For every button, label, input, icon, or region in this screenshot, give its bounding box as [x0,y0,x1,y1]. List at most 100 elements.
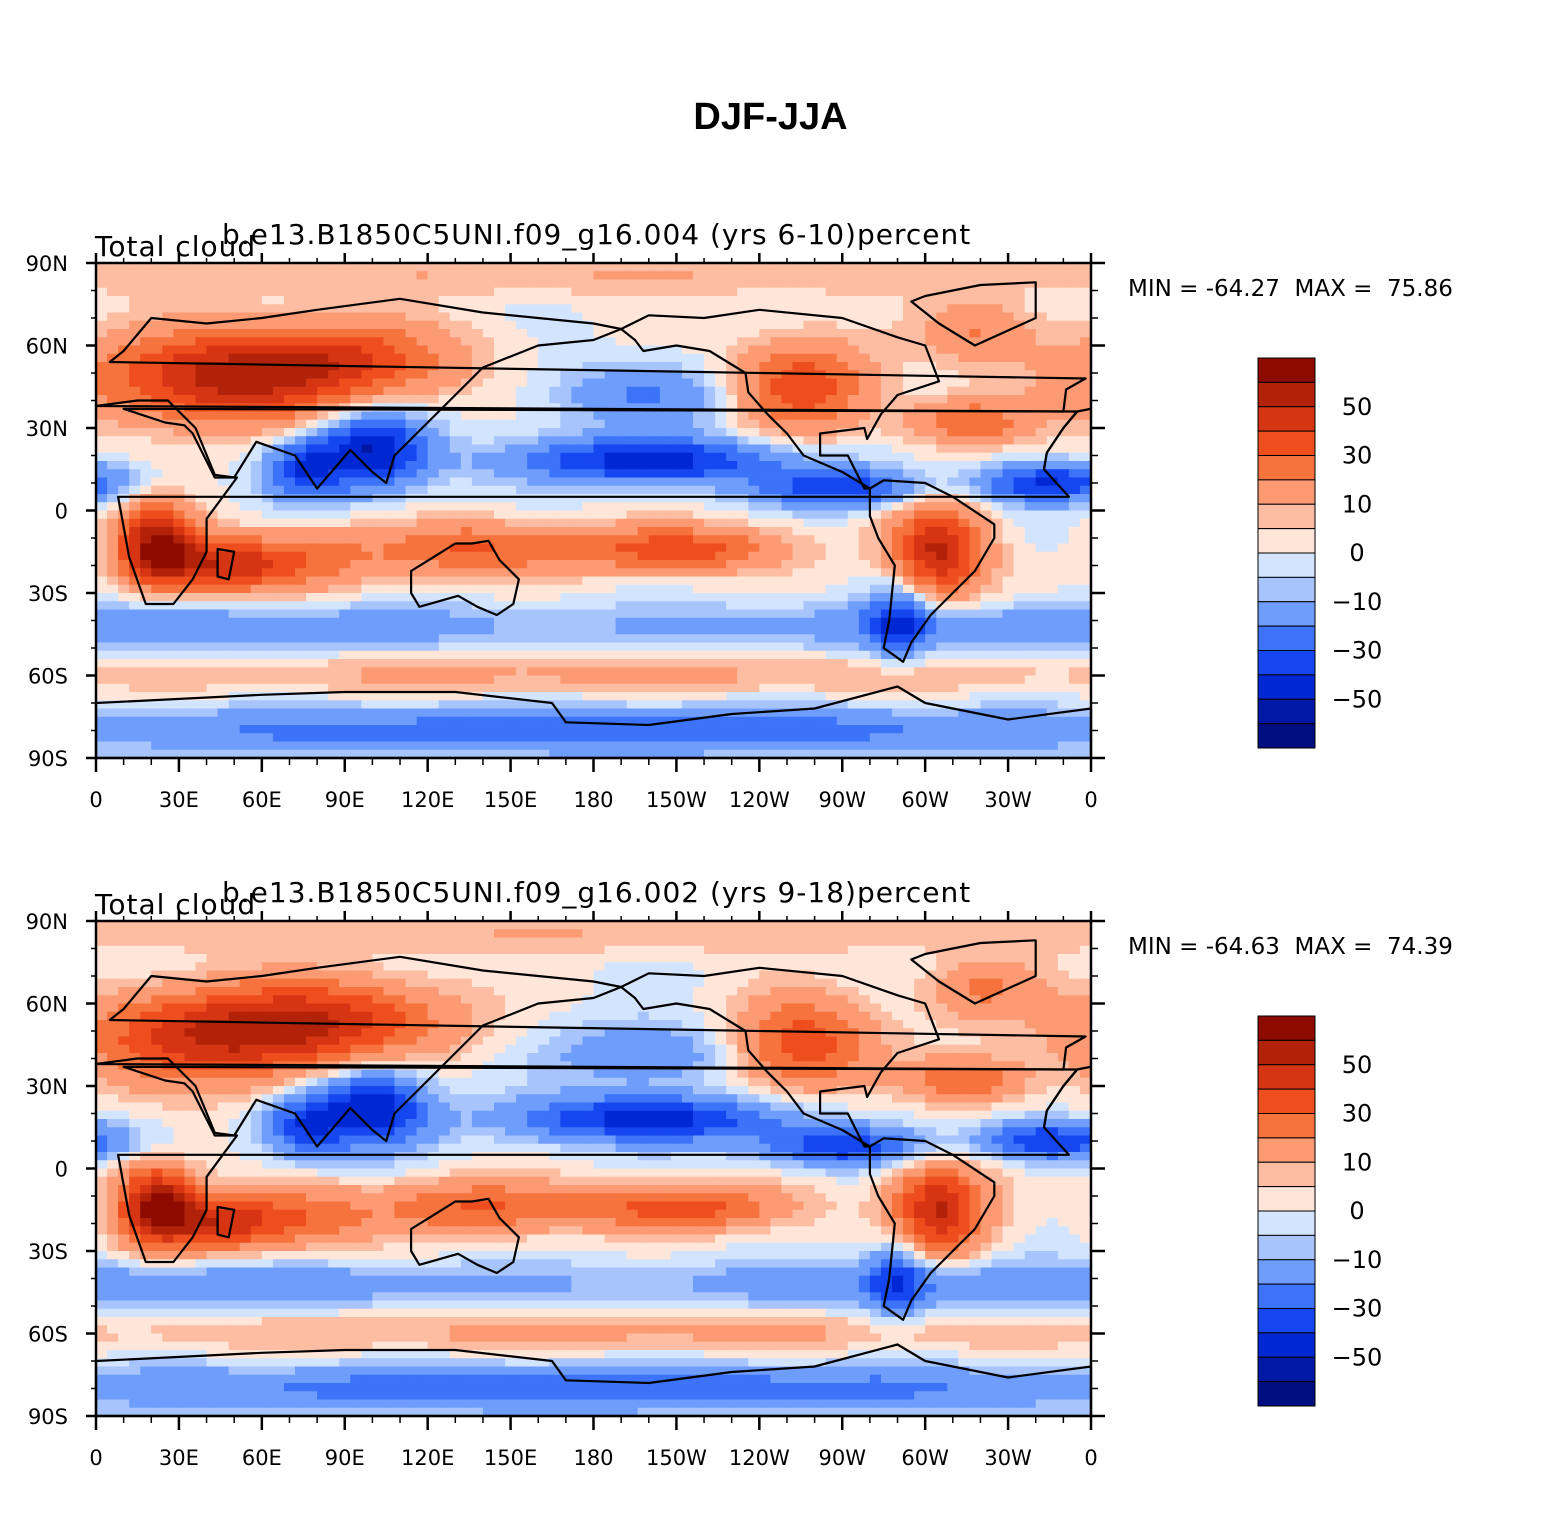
field-cell [748,650,760,660]
field-cell [1035,485,1048,495]
field-cell [637,477,650,487]
field-cell [549,601,561,611]
field-cell [836,362,849,371]
field-cell [516,370,528,380]
field-cell [449,675,462,685]
field-cell [383,634,396,644]
field-cell [538,436,550,446]
field-cell [825,708,838,718]
field-cell [505,667,517,677]
field-cell [527,708,539,718]
field-cell [1013,626,1026,635]
field-cell [96,279,108,289]
field-cell [527,287,539,297]
field-cell [1068,617,1081,627]
field-cell [693,659,705,668]
field-cell [582,271,595,281]
field-cell [914,320,926,330]
field-cell [582,634,595,644]
field-cell [372,502,385,512]
field-cell [582,518,595,528]
field-cell [814,510,827,520]
field-cell [858,279,871,289]
field-cell [1057,370,1070,380]
field-cell [151,650,163,660]
field-cell [250,667,263,677]
field-cell [494,436,506,446]
field-cell [781,584,794,594]
field-cell [549,312,561,322]
field-cell [527,626,539,635]
field-cell [295,345,307,355]
field-cell [107,642,119,652]
field-cell [560,708,572,718]
field-cell [1035,502,1048,512]
field-cell [582,362,595,371]
field-cell [538,312,550,322]
field-cell [648,568,661,578]
field-cell [460,271,473,281]
field-cell [118,320,130,330]
field-cell [659,428,672,437]
field-cell [107,378,119,388]
field-cell [549,551,561,561]
field-cell [1057,395,1070,404]
field-cell [925,469,937,479]
field-cell [184,543,197,553]
field-cell [1013,312,1026,322]
field-cell [195,568,208,578]
field-cell [715,510,727,520]
field-cell [770,436,783,446]
field-cell [1046,263,1059,272]
field-cell [129,700,141,710]
field-cell [825,444,838,454]
field-cell [892,395,904,404]
field-cell [969,510,982,520]
field-cell [283,419,296,429]
field-cell [482,568,495,578]
field-cell [162,576,174,586]
field-cell [737,362,749,371]
field-cell [339,527,351,536]
field-cell [151,263,163,272]
field-cell [803,362,816,371]
field-cell [295,312,307,322]
field-cell [1046,584,1059,594]
field-cell [637,626,650,635]
field-cell [670,362,683,371]
field-cell [1068,609,1081,619]
field-cell [140,667,152,677]
field-cell [715,502,727,512]
field-cell [372,593,385,602]
field-cell [283,683,296,693]
field-cell [217,395,230,404]
field-cell [991,642,1004,652]
field-cell [903,626,915,635]
field-cell [770,535,783,545]
field-cell [405,551,418,561]
field-cell [715,601,727,611]
field-cell [460,320,473,330]
field-cell [96,667,108,677]
field-cell [991,626,1004,635]
field-cell [969,494,982,503]
field-cell [836,485,849,495]
field-cell [549,320,561,330]
field-cell [936,626,948,635]
field-cell [427,560,440,569]
field-cell [162,304,174,314]
field-cell [372,708,385,718]
field-cell [372,477,385,487]
field-cell [494,345,506,355]
field-cell [239,510,252,520]
field-cell [693,494,705,503]
field-cell [847,609,860,619]
field-cell [250,551,263,561]
field-cell [604,560,617,569]
field-cell [129,527,141,536]
field-cell [792,626,805,635]
field-cell [394,452,407,462]
field-cell [206,370,219,380]
field-cell [615,436,628,446]
field-cell [416,279,429,289]
